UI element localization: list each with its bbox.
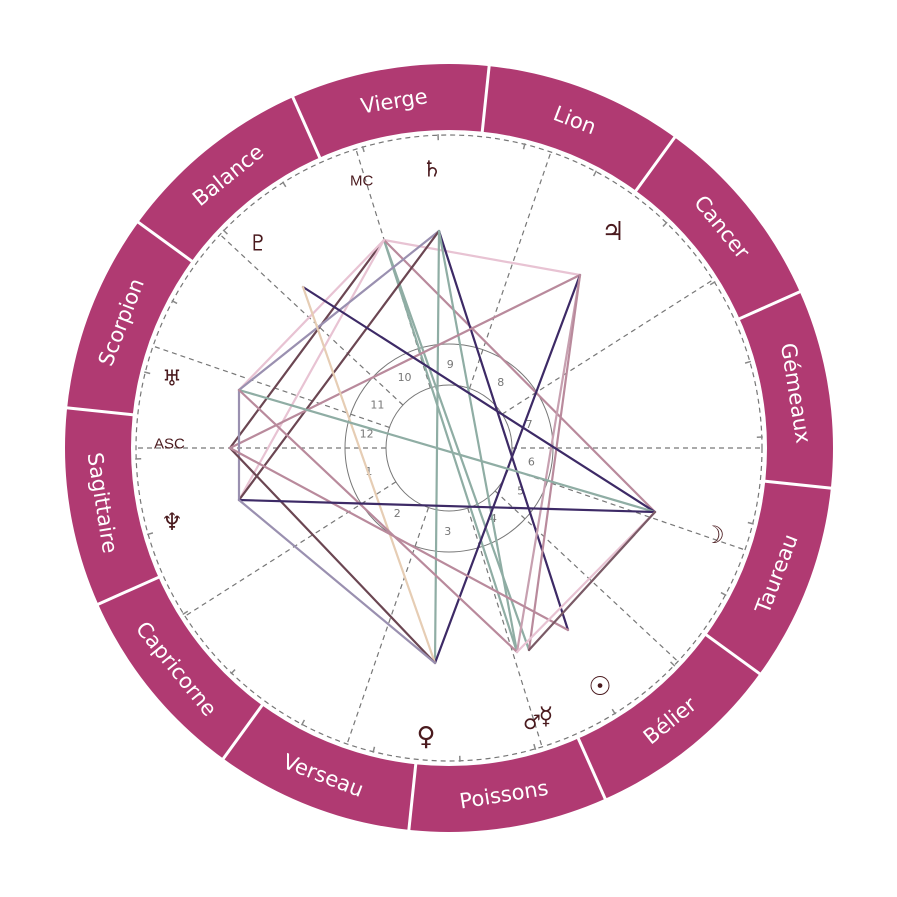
degree-tick [592, 170, 598, 177]
aspect-line-ura-moo [237, 388, 657, 514]
moon-icon: ☽ [703, 521, 725, 549]
house-number-10: 10 [398, 371, 412, 384]
uranus-icon: ♅ [162, 367, 182, 392]
house-cusp-10 [355, 148, 431, 389]
degree-tick [670, 661, 676, 667]
degree-tick [300, 719, 306, 726]
mars-icon: ♂ [523, 710, 541, 734]
house-cusp-11 [219, 234, 404, 406]
degree-tick [611, 708, 617, 715]
house-number-12: 12 [360, 428, 374, 441]
venus-icon: ♀ [416, 722, 435, 752]
saturn-icon: ♄ [422, 158, 442, 183]
aspect-line-mer-moo [515, 510, 657, 654]
degree-tick [146, 532, 154, 536]
aspect-line-mc-nep [237, 238, 386, 502]
degree-tick [709, 280, 716, 286]
degree-tick [281, 181, 287, 188]
pluto-icon: ♇ [248, 232, 268, 257]
degree-tick [182, 610, 189, 616]
degree-tick [230, 669, 236, 675]
sign-divider [96, 575, 161, 606]
zodiac-ring: TaureauBélierPoissonsVerseauCapricorneSa… [65, 64, 833, 832]
house-number-7: 7 [526, 418, 533, 431]
sign-divider [221, 703, 264, 761]
house-cusp-8 [501, 279, 714, 415]
aspect-line-nep-ven [237, 498, 437, 665]
aspect-line-sat-mer [437, 229, 519, 654]
sign-divider [480, 64, 491, 133]
house-number-8: 8 [497, 376, 504, 389]
aspect-lines [228, 229, 657, 665]
degree-tick [744, 360, 752, 364]
sun-icon: ☉ [588, 672, 611, 702]
aspect-line-mc-mer [382, 238, 519, 654]
aspect-line-plu-moo [301, 285, 657, 514]
sign-divider [65, 406, 134, 417]
degree-tick [662, 221, 668, 227]
sign-divider [764, 479, 833, 490]
house-cusp-9 [468, 151, 552, 389]
degree-tick [171, 299, 178, 305]
dashed-boundary-circle [135, 134, 763, 762]
aspect-line-mc-jup [382, 238, 582, 277]
sign-divider [576, 736, 607, 801]
degree-tick [144, 371, 151, 375]
house-cusp-4 [467, 507, 543, 748]
aspect-line-ura-mer [237, 388, 519, 654]
house-cusp-2 [184, 481, 397, 617]
degree-tick [522, 143, 526, 150]
aspect-line-plu-ven [301, 285, 437, 665]
degree-tick [372, 746, 376, 753]
aspect-line-mar-moo [527, 510, 657, 652]
sign-divider [634, 135, 677, 193]
axis-label-mc: MC [350, 173, 373, 190]
sign-divider [737, 290, 802, 321]
sign-divider [704, 633, 762, 676]
aspect-line-sat-nep [237, 229, 441, 502]
degree-tick [720, 591, 727, 597]
aspect-line-mc-moo [382, 238, 657, 514]
sign-divider [291, 95, 322, 160]
aspect-line-asc-sun [228, 446, 570, 632]
house-cusp-3 [346, 507, 430, 745]
degree-tick [361, 145, 365, 153]
house-number-4: 4 [490, 512, 497, 525]
degree-tick [222, 229, 228, 235]
aspect-line-jup-mer [515, 273, 582, 654]
degree-tick [533, 743, 537, 751]
planet-glyphs: ♄ ♃ ♇ ♅ ♆ ☽ ☉ ♂☿ ♀ [161, 158, 725, 753]
aspect-line-mc-asc [228, 238, 386, 450]
house-number-6: 6 [528, 455, 535, 468]
house-number-11: 11 [370, 398, 384, 411]
mercury-icon: ☿ [539, 702, 554, 730]
house-cusp-5 [494, 490, 679, 662]
house-number-9: 9 [447, 358, 454, 371]
degree-tick [747, 521, 754, 525]
axis-label-asc: ASC [154, 436, 185, 453]
neptune-icon: ♆ [161, 508, 183, 536]
aspect-line-asc-ven [228, 446, 437, 665]
aspect-line-jup-asc [228, 273, 582, 450]
house-cusp-lines [135, 134, 763, 762]
house-number-5: 5 [517, 485, 524, 498]
house-cusp-6 [508, 467, 746, 551]
house-inner-circle [385, 384, 513, 512]
aspect-line-nep-moo [237, 498, 657, 514]
axis-labels: ASC MC [154, 173, 373, 453]
house-cusp-12 [152, 345, 390, 429]
house-number-2: 2 [394, 507, 401, 520]
aspect-line-jup-mar [527, 273, 582, 652]
sign-divider [136, 220, 194, 263]
house-number-3: 3 [444, 525, 451, 538]
aspect-line-mc-ura [237, 238, 386, 392]
sign-divider [407, 763, 418, 832]
jupiter-icon: ♃ [601, 217, 624, 247]
aspect-line-sat-sun [437, 229, 570, 632]
